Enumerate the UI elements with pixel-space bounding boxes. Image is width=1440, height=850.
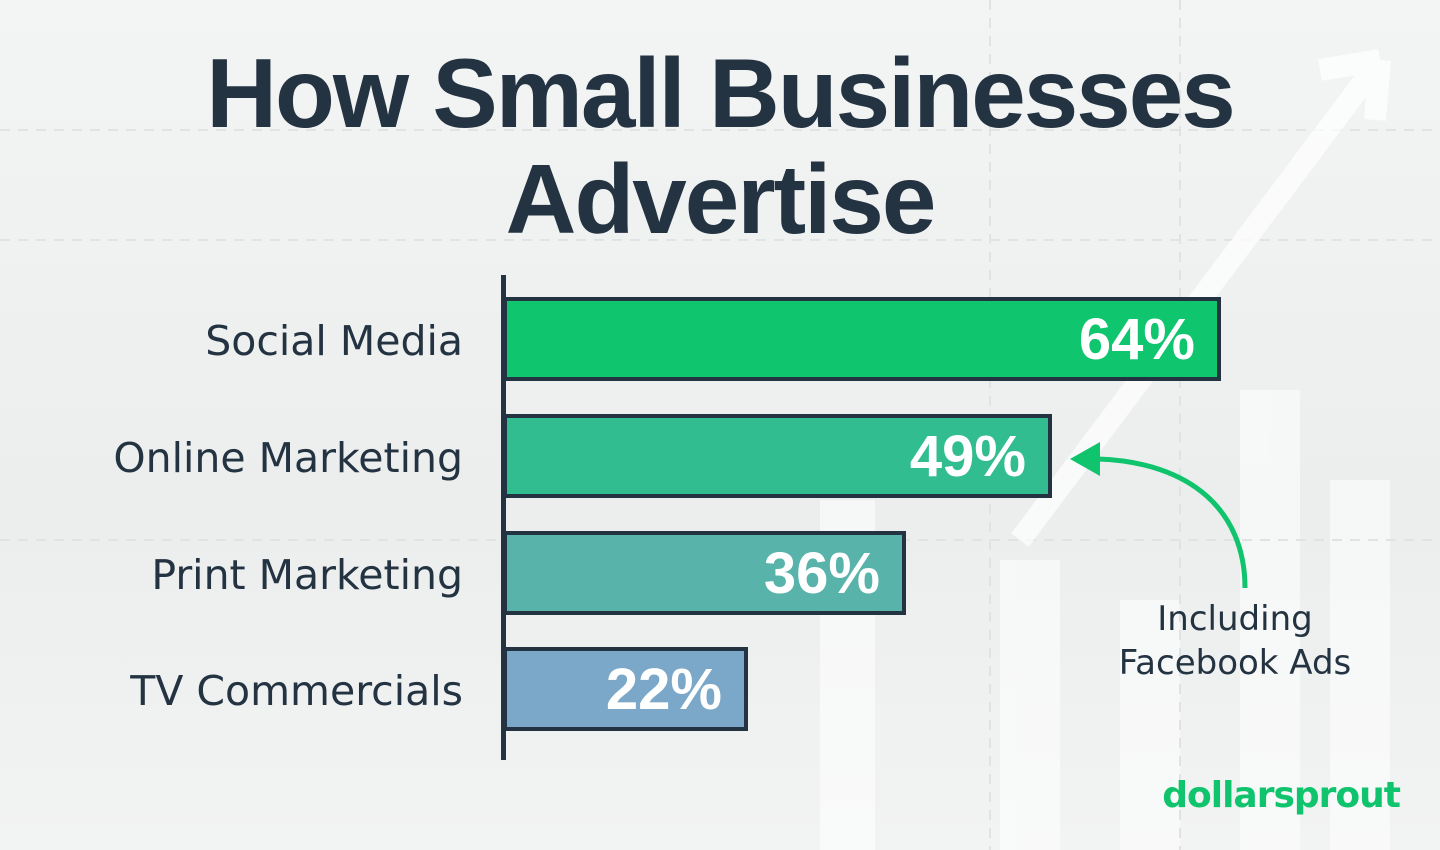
category-label: Print Marketing (151, 551, 463, 599)
title-line-2: Advertise (505, 144, 937, 254)
bar-value: 36% (763, 540, 880, 606)
bar-value: 49% (909, 423, 1026, 489)
annotation-text: Including Facebook Ads (1100, 597, 1370, 685)
title-line-1: How Small Businesses (206, 38, 1236, 148)
bar-value: 22% (605, 656, 722, 722)
bar-print-marketing: 36% (503, 531, 906, 615)
bar-value: 64% (1078, 306, 1195, 372)
annotation-line-2: Facebook Ads (1118, 643, 1352, 683)
category-label: TV Commercials (130, 667, 463, 715)
bar-online-marketing: 49% (503, 414, 1052, 498)
category-label: Social Media (205, 317, 463, 365)
annotation-line-1: Including (1157, 599, 1313, 639)
brand-logo: dollarsprout (1162, 775, 1401, 816)
category-label: Online Marketing (113, 434, 463, 482)
y-axis-line (501, 275, 506, 760)
bar-social-media: 64% (503, 297, 1221, 381)
chart-title: How Small Businesses Advertise (0, 40, 1440, 252)
bar-tv-commercials: 22% (503, 647, 748, 731)
